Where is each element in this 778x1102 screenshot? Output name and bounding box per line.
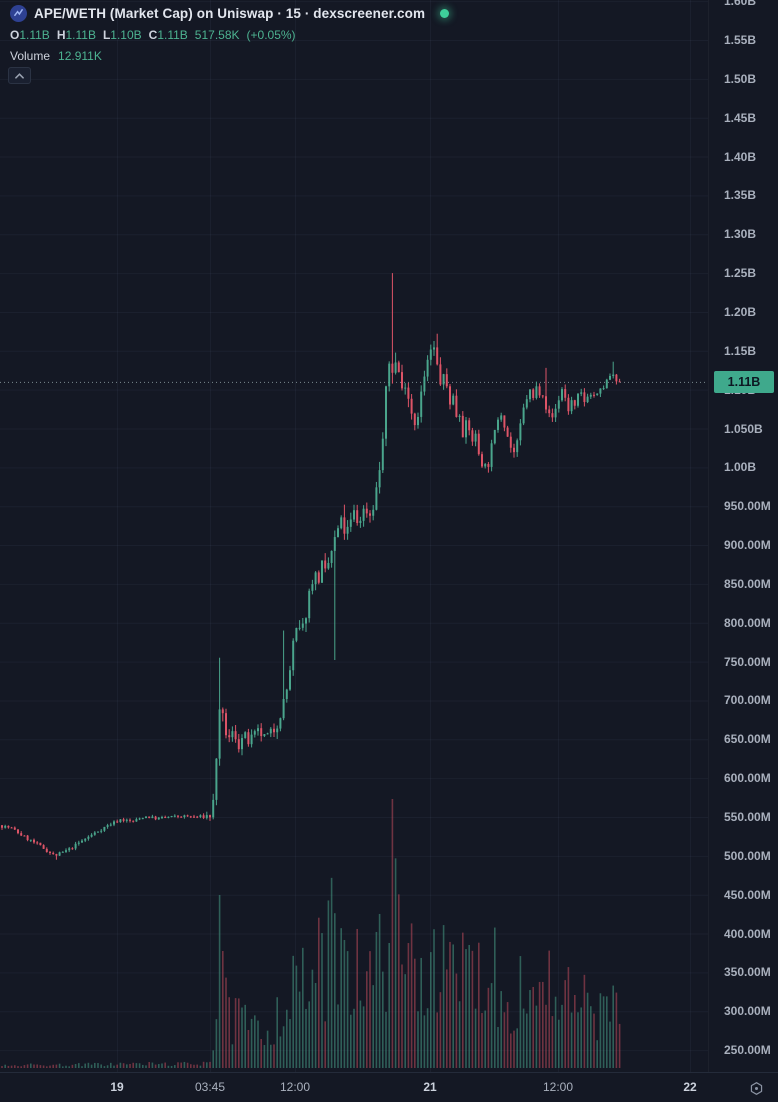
price-axis-tick: 700.00M (724, 693, 771, 708)
price-axis-tick: 850.00M (724, 576, 771, 591)
collapse-pane-button[interactable] (8, 67, 31, 84)
chevron-up-icon (15, 72, 24, 79)
open-value: 1.11B (19, 28, 50, 42)
price-axis-tick: 1.050B (724, 421, 763, 436)
chart-header: APE/WETH (Market Cap) on Uniswap · 15 · … (10, 5, 450, 63)
price-axis-tick: 900.00M (724, 538, 771, 553)
time-axis-label: 19 (110, 1080, 124, 1094)
price-axis-tick: 650.00M (724, 732, 771, 747)
price-axis-tick: 1.35B (724, 188, 757, 203)
time-axis-label: 12:00 (542, 1080, 574, 1094)
close-label: C (148, 28, 158, 42)
price-axis-tick: 1.40B (724, 149, 757, 164)
volume-label: Volume (10, 49, 51, 63)
candles (1, 273, 621, 860)
price-axis-tick: 1.50B (724, 71, 757, 86)
price-axis-tick: 750.00M (724, 654, 771, 669)
time-axis-label: 21 (423, 1080, 437, 1094)
gridlines (0, 0, 708, 1072)
current-price-badge: 1.11B (714, 370, 774, 393)
price-axis-tick: 350.00M (724, 965, 771, 980)
close-value: 1.11B (157, 28, 188, 42)
price-axis-tick: 500.00M (724, 848, 771, 863)
volume-value: 12.911K (58, 49, 102, 63)
price-axis-tick: 1.25B (724, 266, 757, 281)
time-axis-label: 03:45 (194, 1080, 226, 1094)
price-axis-tick: 300.00M (724, 1004, 771, 1019)
price-axis-tick: 1.20B (724, 304, 757, 319)
price-axis-tick: 550.00M (724, 810, 771, 824)
live-status-dot (440, 9, 450, 18)
timezone-settings-gear-icon[interactable] (747, 1079, 765, 1097)
price-axis-tick: 400.00M (724, 926, 771, 941)
price-axis-tick: 800.00M (724, 615, 771, 630)
price-scale[interactable]: 1.11B 1.60B 1.55B 1.50B 1.45B 1.40B 1.35B 1.30… (708, 0, 778, 1072)
low-value: 1.10B (110, 28, 142, 42)
chart-pane[interactable] (0, 0, 708, 1072)
time-axis-label: 22 (683, 1080, 697, 1094)
volume-bars (1, 799, 621, 1068)
change-absolute: 517.58K (194, 28, 240, 42)
volume-indicator-legend: Volume 12.911K (10, 49, 449, 63)
high-label: H (56, 28, 66, 42)
price-axis-tick: 1.15B (724, 343, 757, 358)
price-axis-tick: 950.00M (724, 499, 771, 514)
open-label: O (10, 28, 20, 42)
price-axis-tick: 450.00M (724, 887, 771, 902)
high-value: 1.11B (65, 28, 96, 42)
candlestick-chart[interactable] (0, 0, 708, 1072)
price-axis-tick: 1.00B (724, 460, 757, 475)
token-logo-icon (10, 5, 27, 22)
price-axis-tick: 1.55B (724, 33, 757, 47)
price-axis-tick: 600.00M (724, 771, 771, 786)
price-axis-tick: 1.45B (724, 110, 757, 125)
ohlc-readout: O1.11B H1.11B L1.10B C1.11B 517.58K (+0.… (10, 28, 449, 42)
change-percent: (+0.05%) (246, 28, 296, 42)
price-axis-tick: 1.60B (724, 0, 757, 9)
time-axis-label: 12:00 (279, 1080, 311, 1094)
time-scale[interactable]: 19 03:45 12:00 21 12:00 22 (0, 1072, 778, 1102)
low-label: L (102, 28, 111, 42)
chart-title: APE/WETH (Market Cap) on Uniswap · 15 · … (34, 6, 426, 21)
price-axis-tick: 1.30B (724, 227, 757, 242)
price-axis-tick: 250.00M (724, 1043, 771, 1058)
